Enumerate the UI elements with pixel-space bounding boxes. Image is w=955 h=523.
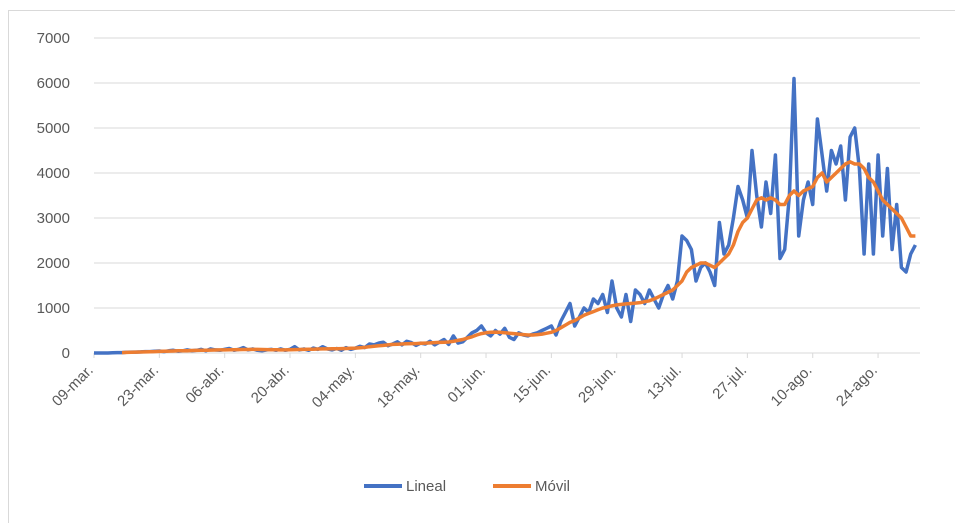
y-tick-label: 4000 [37,165,70,182]
y-tick-label: 7000 [37,30,70,47]
line-series [121,160,916,355]
y-tick-label: 2000 [37,255,70,272]
legend-label: Móvil [535,478,570,495]
legend-label: Lineal [406,478,446,495]
y-tick-label: 5000 [37,120,70,137]
y-tick-label: 3000 [37,210,70,227]
y-tick-label: 0 [62,345,70,362]
chart-frame [8,10,955,523]
y-tick-label: 1000 [37,300,70,317]
y-tick-label: 6000 [37,75,70,92]
